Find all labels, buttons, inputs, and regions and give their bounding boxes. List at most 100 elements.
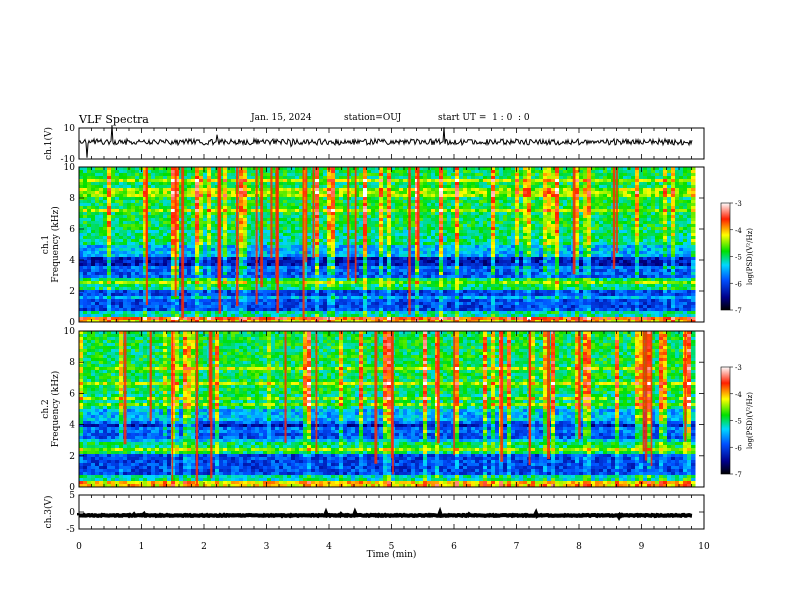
spectrogram-cell xyxy=(631,188,636,192)
spectrogram-cell xyxy=(603,218,608,222)
spectrogram-cell xyxy=(491,248,496,252)
spectrogram-cell xyxy=(79,224,84,228)
spectrogram-cell xyxy=(607,233,612,237)
spectrogram-cell xyxy=(323,191,328,195)
spectrogram-cell xyxy=(203,206,208,210)
spectrogram-cell xyxy=(495,167,500,171)
spectrogram-cell xyxy=(539,200,544,204)
spectrogram-cell xyxy=(315,191,320,195)
spectrogram-cell xyxy=(263,263,268,267)
spectrogram-cell xyxy=(679,248,684,252)
spectrogram-cell xyxy=(339,203,344,207)
spectrogram-cell xyxy=(507,176,512,180)
spectrogram-cell xyxy=(551,182,556,186)
spectrogram-cell xyxy=(379,179,384,183)
spectrogram-cell xyxy=(151,173,156,177)
spectrogram-cell xyxy=(543,224,548,228)
spectrogram-cell xyxy=(595,206,600,210)
spectrogram-cell xyxy=(475,170,480,174)
spectrogram-cell xyxy=(247,254,252,258)
spectrogram-cell xyxy=(335,254,340,258)
spectrogram-cell xyxy=(191,188,196,192)
spectrogram-cell xyxy=(207,260,212,264)
spectrogram-cell xyxy=(271,176,276,180)
spectrogram-cell xyxy=(419,191,424,195)
spectrogram-cell xyxy=(343,167,348,171)
spectrogram-cell xyxy=(175,233,180,237)
spectrogram-cell xyxy=(463,236,468,240)
spectrogram-cell xyxy=(627,203,632,207)
spectrogram-cell xyxy=(531,188,536,192)
spectrogram-cell xyxy=(191,194,196,198)
spectrogram-cell xyxy=(299,200,304,204)
spectrogram-cell xyxy=(543,227,548,231)
spectrogram-cell xyxy=(139,218,144,222)
spectrogram-cell xyxy=(679,173,684,177)
spectrogram-cell xyxy=(271,239,276,243)
spectrogram-cell xyxy=(639,179,644,183)
spectrogram-cell xyxy=(359,194,364,198)
spectrogram-cell xyxy=(87,254,92,258)
spectrogram-cell xyxy=(647,197,652,201)
spectrogram-cell xyxy=(447,209,452,213)
spectrogram-cell xyxy=(343,248,348,252)
spectrogram-cell xyxy=(211,206,216,210)
spectrogram-cell xyxy=(95,260,100,264)
spectrogram-cell xyxy=(567,170,572,174)
spectrogram-cell xyxy=(487,236,492,240)
spectrogram-cell xyxy=(563,179,568,183)
spectrogram-cell xyxy=(207,203,212,207)
spectrogram-cell xyxy=(339,248,344,252)
spectrogram-cell xyxy=(483,182,488,186)
spectrogram-cell xyxy=(599,209,604,213)
spectrogram-cell xyxy=(127,260,132,264)
spectrogram-cell xyxy=(499,218,504,222)
spectrogram-cell xyxy=(507,260,512,264)
spectrogram-cell xyxy=(559,173,564,177)
spectrogram-cell xyxy=(603,185,608,189)
spectrogram-cell xyxy=(667,251,672,255)
spectrogram-cell xyxy=(175,170,180,174)
spectrogram-cell xyxy=(135,215,140,219)
spectrogram-cell xyxy=(219,263,224,267)
spectrogram-cell xyxy=(459,176,464,180)
spectrogram-cell xyxy=(691,257,696,261)
spectrogram-cell xyxy=(667,179,672,183)
spectrogram-cell xyxy=(463,242,468,246)
spectrogram-cell xyxy=(135,200,140,204)
spectrogram-cell xyxy=(167,218,172,222)
spectrogram-cell xyxy=(655,185,660,189)
spectrogram-cell xyxy=(271,251,276,255)
spectrogram-cell xyxy=(87,170,92,174)
spectrogram-cell xyxy=(671,227,676,231)
spectrogram-cell xyxy=(351,215,356,219)
spectrogram-cell xyxy=(271,248,276,252)
spectrogram-cell xyxy=(151,197,156,201)
spectrogram-cell xyxy=(683,248,688,252)
spectrogram-cell xyxy=(579,227,584,231)
spectrogram-cell xyxy=(155,230,160,234)
spectrogram-cell xyxy=(295,203,300,207)
spectrogram-cell xyxy=(403,203,408,207)
spectrogram-cell xyxy=(651,245,656,249)
spectrogram-cell xyxy=(79,239,84,243)
spectrogram-cell xyxy=(663,194,668,198)
spectrogram-cell xyxy=(243,188,248,192)
spectrogram-cell xyxy=(591,254,596,258)
spectrogram-cell xyxy=(287,218,292,222)
spectrogram-cell xyxy=(107,218,112,222)
spectrogram-cell xyxy=(103,215,108,219)
spectrogram-cell xyxy=(227,191,232,195)
spectrogram-cell xyxy=(207,215,212,219)
spectrogram-cell xyxy=(583,227,588,231)
spectrogram-cell xyxy=(403,257,408,261)
spectrogram-cell xyxy=(567,257,572,261)
spectrogram-cell xyxy=(307,251,312,255)
spectrogram-cell xyxy=(359,176,364,180)
spectrogram-cell xyxy=(83,239,88,243)
spectrogram-cell xyxy=(155,206,160,210)
spectrogram-cell xyxy=(467,245,472,249)
spectrogram-cell xyxy=(211,176,216,180)
spectrogram-cell xyxy=(667,254,672,258)
spectrogram-cell xyxy=(87,200,92,204)
